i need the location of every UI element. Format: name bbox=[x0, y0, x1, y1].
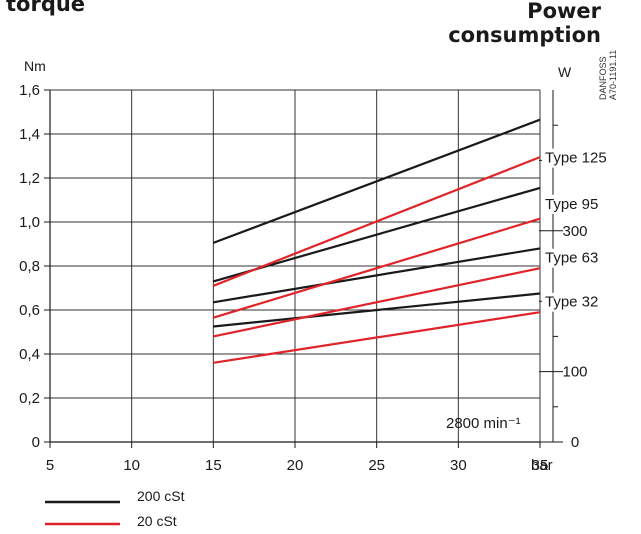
y-tick-label-3: 0,6 bbox=[19, 302, 40, 319]
x-tick-label-0: 5 bbox=[46, 457, 54, 474]
legend: 200 cSt 20 cSt bbox=[45, 488, 185, 529]
y-tick-label-5: 1,0 bbox=[19, 214, 40, 231]
x-tick-label-2: 15 bbox=[205, 457, 222, 474]
series-line-3 bbox=[213, 292, 541, 328]
y-tick-label-8: 1,6 bbox=[19, 82, 40, 99]
type-label-3: Type 32 bbox=[545, 294, 598, 311]
type-label-1: Type 95 bbox=[545, 196, 598, 213]
series bbox=[212, 118, 541, 364]
right-title-line-1: Power bbox=[527, 0, 601, 23]
labels: 0 0,2 0,4 0,6 0,8 1,0 1,2 1,4 1,6 5 10 15 20 25 30 35 0 1… bbox=[19, 82, 610, 474]
y2-tick-label-1: 100 bbox=[562, 364, 587, 381]
stamp-line-1: DANFOSS bbox=[598, 56, 608, 100]
right-title-line-2: consumption bbox=[448, 23, 601, 47]
y-tick-label-7: 1,4 bbox=[19, 126, 40, 143]
x-tick-label-3: 20 bbox=[287, 457, 304, 474]
right-title: Power consumption bbox=[448, 0, 601, 47]
type-label-bg-1 bbox=[542, 194, 610, 214]
series-line-2 bbox=[213, 247, 541, 304]
type-label-bg-0 bbox=[542, 148, 610, 168]
series-line-4 bbox=[212, 156, 541, 287]
type-label-2: Type 63 bbox=[545, 250, 598, 267]
y2-tick-label-3: 300 bbox=[562, 223, 587, 240]
stamp-line-2: A70-1191.11 bbox=[608, 50, 618, 100]
grid bbox=[50, 89, 541, 442]
x-axis-unit-label: bar bbox=[531, 457, 553, 474]
series-line-6 bbox=[213, 267, 541, 338]
series-line-5 bbox=[212, 217, 541, 319]
x-tick-label-6: 35 bbox=[532, 457, 549, 474]
type-label-bg-3 bbox=[542, 292, 610, 312]
y-tick-label-0: 0 bbox=[32, 434, 40, 451]
y2-axis-unit-label: W bbox=[558, 64, 572, 80]
x-tick-label-1: 10 bbox=[123, 457, 140, 474]
legend-label-20cst: 20 cSt bbox=[137, 513, 177, 529]
left-title: torque bbox=[6, 0, 86, 16]
y-tick-label-1: 0,2 bbox=[19, 390, 40, 407]
type-label-bg-2 bbox=[542, 248, 610, 268]
series-line-1 bbox=[212, 186, 541, 283]
y-tick-label-6: 1,2 bbox=[19, 170, 40, 187]
axes bbox=[44, 89, 563, 448]
series-line-0 bbox=[212, 118, 541, 244]
series-line-7 bbox=[213, 311, 541, 364]
x-tick-label-4: 25 bbox=[368, 457, 385, 474]
type-label-0: Type 125 bbox=[545, 150, 607, 167]
x-tick-label-5: 30 bbox=[450, 457, 467, 474]
danfoss-stamp: DANFOSS A70-1191.11 bbox=[598, 50, 618, 100]
y-axis-unit-label: Nm bbox=[24, 58, 46, 74]
y-tick-label-2: 0,4 bbox=[19, 346, 40, 363]
legend-label-200cst: 200 cSt bbox=[137, 488, 185, 504]
y2-tick-label-0: 0 bbox=[571, 434, 579, 451]
y-tick-label-4: 0,8 bbox=[19, 258, 40, 275]
speed-note: 2800 min⁻¹ bbox=[446, 415, 521, 432]
